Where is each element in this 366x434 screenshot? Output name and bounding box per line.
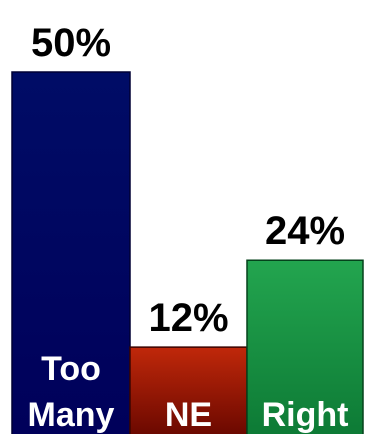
value-labels-group: 50% 12% 24% (31, 21, 345, 340)
bars-group (11, 71, 364, 434)
category-label-1-0: NE (165, 396, 212, 434)
category-label-2-0: Right (262, 396, 349, 434)
value-label-1: 12% (148, 296, 228, 340)
value-label-0: 50% (31, 21, 111, 65)
bar-1 (129, 346, 248, 434)
bar-0 (11, 71, 131, 434)
bar-2 (246, 259, 364, 434)
value-label-2: 24% (265, 209, 345, 253)
category-label-0-1: Many (28, 396, 115, 434)
category-label-0-0: Too (41, 350, 101, 388)
category-labels-group: Too Many NE Right (28, 350, 349, 434)
